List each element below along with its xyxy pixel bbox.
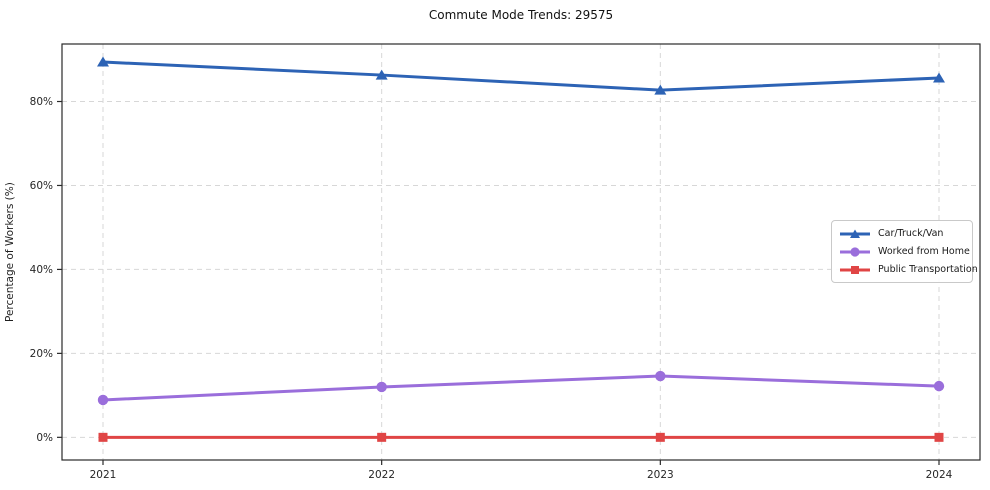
legend-entry: Car/Truck/Van — [839, 225, 965, 242]
data-point-marker — [97, 394, 109, 406]
chart-title: Commute Mode Trends: 29575 — [428, 8, 614, 22]
legend-label: Car/Truck/Van — [878, 228, 944, 239]
x-tick-label: 2024 — [926, 469, 953, 481]
legend-marker-icon — [840, 229, 870, 238]
data-point-marker — [655, 432, 665, 442]
legend-marker-icon — [840, 265, 870, 274]
y-tick-label: 60% — [30, 180, 53, 192]
series-line-1 — [101, 374, 941, 402]
legend-entry: Worked from Home — [839, 243, 970, 260]
legend-label: Public Transportation — [878, 264, 978, 275]
data-point-marker — [654, 84, 667, 95]
data-point-marker — [655, 370, 666, 382]
y-tick-label: 0% — [36, 432, 53, 444]
series-line-0 — [101, 60, 941, 92]
legend-label: Worked from Home — [878, 246, 970, 257]
y-tick-label: 80% — [30, 96, 53, 108]
x-tick-label: 2021 — [90, 469, 117, 481]
y-tick-label: 20% — [30, 348, 53, 360]
legend-marker-icon — [840, 246, 870, 257]
data-point-marker — [933, 72, 945, 83]
data-point-marker — [934, 432, 944, 442]
y-tick-label: 40% — [30, 264, 53, 276]
x-tick-label: 2022 — [368, 469, 395, 481]
x-tick-label: 2023 — [647, 469, 674, 481]
axes-border — [61, 43, 981, 461]
data-point-marker — [375, 69, 388, 80]
data-point-marker — [98, 432, 108, 442]
legend-entry: Public Transportation — [839, 261, 978, 278]
legend: Car/Truck/Van Worked from Home Public Tran… — [831, 220, 978, 283]
data-point-marker — [97, 56, 109, 67]
data-point-marker — [933, 380, 945, 392]
data-point-marker — [376, 381, 387, 393]
data-point-marker — [377, 432, 387, 442]
